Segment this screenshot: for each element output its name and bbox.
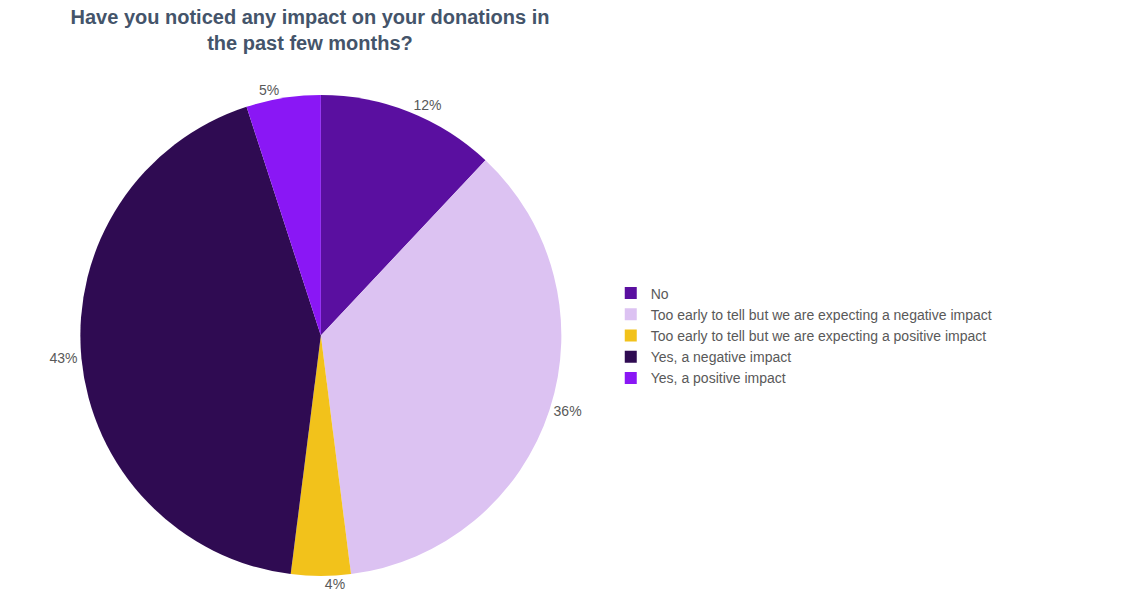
svg-text:Too early to tell but we are e: Too early to tell but we are expecting a… [651, 328, 987, 344]
svg-text:No: No [651, 286, 669, 302]
svg-text:5%: 5% [259, 82, 279, 98]
svg-text:Too early to tell but we are e: Too early to tell but we are expecting a… [651, 307, 992, 323]
svg-text:43%: 43% [49, 350, 77, 366]
svg-text:Yes, a negative impact: Yes, a negative impact [651, 349, 791, 365]
svg-text:Yes, a positive impact: Yes, a positive impact [651, 370, 786, 386]
svg-text:36%: 36% [554, 403, 582, 419]
svg-text:4%: 4% [325, 576, 345, 592]
svg-text:12%: 12% [413, 97, 441, 113]
svg-text:Have you noticed any impact on: Have you noticed any impact on your dona… [71, 6, 550, 54]
